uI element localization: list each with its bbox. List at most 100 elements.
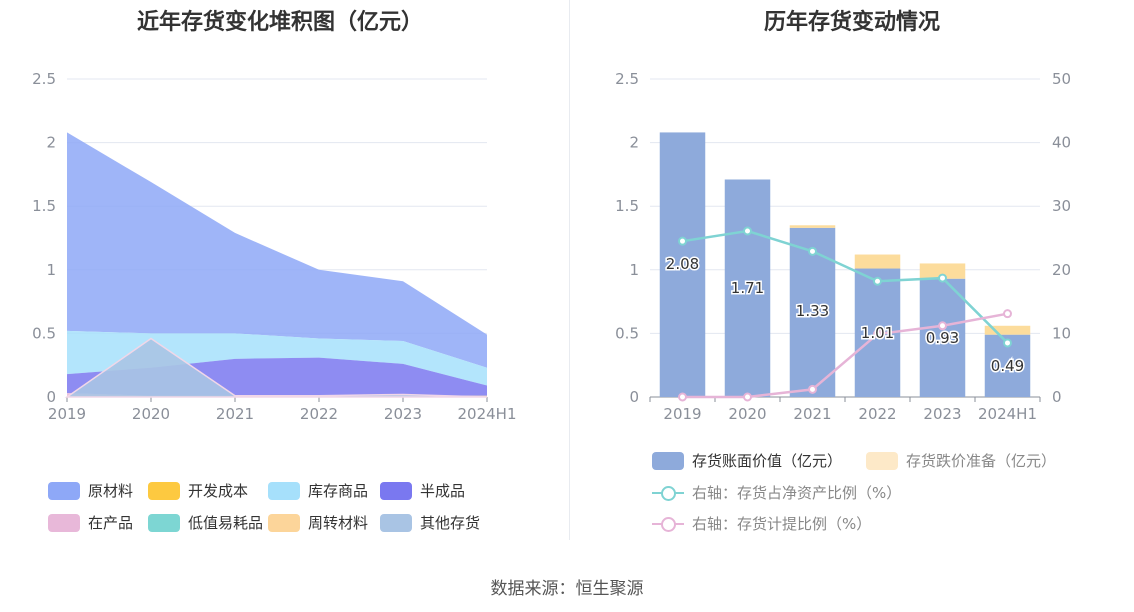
- line-point: [678, 236, 687, 246]
- bar-data-label: 1.71: [731, 279, 764, 297]
- bar-impairment: [919, 263, 966, 279]
- chart-divider: [569, 0, 570, 540]
- bar-data-label: 0.49: [991, 357, 1024, 375]
- legend-item[interactable]: 低值易耗品: [148, 512, 263, 533]
- x-tick-label: 2021: [216, 405, 254, 423]
- y-tick-label: 0.5: [615, 324, 639, 342]
- area-原材料: [67, 132, 487, 368]
- legend-swatch: [380, 513, 412, 532]
- legend-swatch: [148, 513, 180, 532]
- x-tick-label: 2022: [300, 405, 338, 423]
- x-tick-label: 2020: [728, 405, 766, 423]
- y-tick-label: 1.5: [615, 197, 639, 215]
- legend-swatch: [148, 481, 180, 500]
- legend-item[interactable]: 周转材料: [268, 512, 368, 533]
- x-tick-label: 2023: [923, 405, 961, 423]
- line-point: [873, 276, 882, 286]
- y-tick-label: 2.5: [615, 70, 639, 88]
- legend-label: 存货跌价准备（亿元）: [906, 452, 1057, 470]
- area-其他存货: [64, 337, 488, 398]
- legend-item[interactable]: 右轴：存货占净资产比例（%）: [652, 482, 901, 503]
- legend-item[interactable]: 库存商品: [268, 480, 368, 501]
- legend-item[interactable]: 右轴：存货计提比例（%）: [652, 513, 871, 534]
- y2-tick-label: 10: [1052, 324, 1071, 342]
- bar-impairment: [984, 325, 1031, 335]
- legend-swatch: [652, 515, 684, 533]
- y2-tick-label: 20: [1052, 261, 1071, 279]
- legend-label: 其他存货: [420, 514, 481, 532]
- legend-item[interactable]: 其他存货: [380, 512, 480, 533]
- bar-book-value: [659, 132, 706, 397]
- line-point: [808, 246, 817, 256]
- y-tick-label: 1.5: [32, 197, 56, 215]
- legend-item[interactable]: 存货跌价准备（亿元）: [866, 450, 1056, 471]
- legend-label: 右轴：存货计提比例（%）: [692, 515, 872, 533]
- legend-label: 库存商品: [308, 482, 369, 500]
- line-point: [743, 392, 752, 402]
- y-tick-label: 1: [46, 261, 56, 279]
- legend-swatch: [652, 451, 684, 470]
- left-chart-title: 近年存货变化堆积图（亿元）: [136, 10, 423, 35]
- legend-item[interactable]: 开发成本: [148, 480, 248, 501]
- legend-item[interactable]: 在产品: [48, 512, 133, 533]
- bar-book-value: [789, 227, 836, 397]
- y-tick-label: 2: [629, 134, 639, 152]
- line-point: [743, 226, 752, 236]
- x-tick-label: 2024H1: [458, 405, 517, 423]
- legend-label: 半成品: [420, 482, 466, 500]
- x-tick-label: 2021: [793, 405, 831, 423]
- y-tick-label: 2: [46, 134, 56, 152]
- legend-label: 右轴：存货占净资产比例（%）: [692, 484, 902, 502]
- bar-book-value: [724, 179, 771, 397]
- x-tick-label: 2019: [663, 405, 701, 423]
- line-point: [873, 329, 882, 339]
- legend-label: 开发成本: [188, 482, 249, 500]
- x-tick-label: 2024H1: [978, 405, 1037, 423]
- line-provision-ratio: [682, 312, 1008, 399]
- legend-label: 原材料: [88, 482, 134, 500]
- line-point: [678, 392, 687, 402]
- data-source-label: 数据来源：恒生聚源: [490, 579, 644, 599]
- x-tick-label: 2020: [132, 405, 170, 423]
- y-tick-label: 2.5: [32, 70, 56, 88]
- bar-data-label: 0.93: [926, 329, 959, 347]
- legend-item[interactable]: 半成品: [380, 480, 465, 501]
- line-point: [938, 273, 947, 283]
- legend-swatch: [380, 481, 412, 500]
- y-tick-label: 1: [629, 261, 639, 279]
- legend-label: 周转材料: [308, 514, 369, 532]
- bar-book-value: [919, 278, 966, 397]
- bar-data-label: 1.33: [796, 302, 829, 320]
- bar-line-chart: 0 0.5 1 1.5 2 2.5 0 10 20 30 40 50 2019 2020 2021 2022 2…: [615, 70, 1071, 423]
- legend-label: 存货账面价值（亿元）: [692, 452, 843, 470]
- y2-tick-label: 40: [1052, 134, 1071, 152]
- legend-swatch: [652, 484, 684, 502]
- legend-swatch: [268, 513, 300, 532]
- legend-item[interactable]: 存货账面价值（亿元）: [652, 450, 842, 471]
- line-net-asset-ratio: [682, 229, 1009, 344]
- bar-impairment: [854, 254, 901, 269]
- y2-tick-label: 0: [1052, 388, 1062, 406]
- legend-label: 低值易耗品: [188, 514, 264, 532]
- x-tick-label: 2023: [384, 405, 422, 423]
- line-point: [938, 321, 947, 331]
- y-tick-label: 0: [629, 388, 639, 406]
- bar-data-label: 2.08: [666, 255, 699, 273]
- area-库存商品: [67, 330, 487, 386]
- line-point: [808, 384, 817, 394]
- bar-impairment: [789, 225, 836, 228]
- x-tick-label: 2022: [858, 405, 896, 423]
- x-tick-label: 2019: [48, 405, 86, 423]
- legend-swatch: [866, 451, 898, 470]
- y-tick-label: 0: [46, 388, 56, 406]
- legend-swatch: [48, 513, 80, 532]
- bar-data-label: 1.01: [861, 324, 894, 342]
- line-point: [1003, 338, 1012, 348]
- legend-swatch: [268, 481, 300, 500]
- y2-tick-label: 30: [1052, 197, 1071, 215]
- right-chart-title: 历年存货变动情况: [763, 10, 940, 35]
- legend-item[interactable]: 原材料: [48, 480, 133, 501]
- line-point: [1003, 309, 1012, 319]
- legend-swatch: [48, 481, 80, 500]
- legend-label: 在产品: [88, 514, 134, 532]
